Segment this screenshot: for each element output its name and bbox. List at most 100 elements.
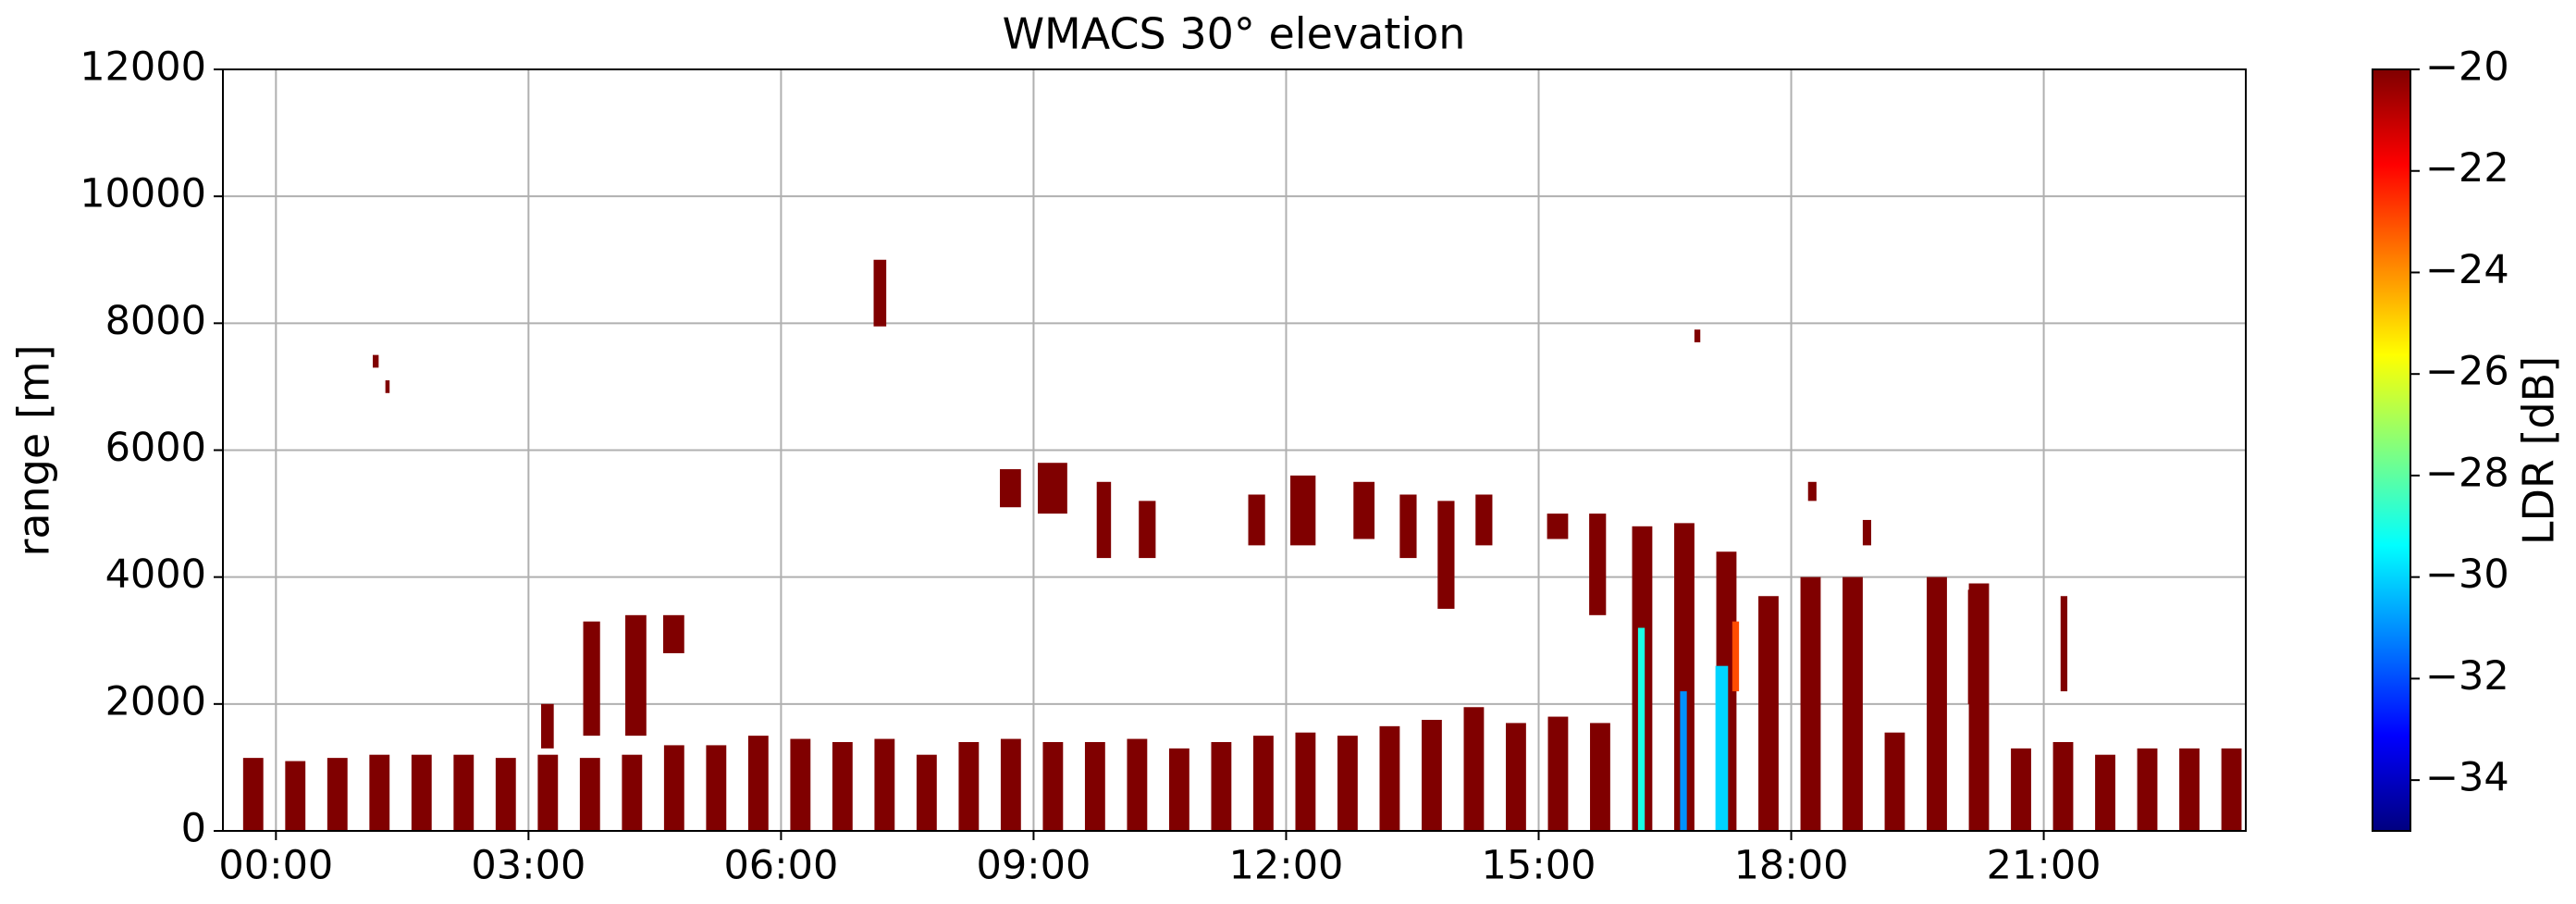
x-tick-label: 06:00: [723, 843, 838, 889]
echo: [1807, 481, 1817, 502]
echo: [2011, 748, 2031, 831]
echo: [1437, 501, 1455, 609]
colorbar-tick-label: −28: [2425, 450, 2509, 496]
echo: [2060, 596, 2068, 692]
echo: [1475, 494, 1493, 546]
echo: [1139, 501, 1156, 559]
echo: [2052, 741, 2074, 831]
x-tick-label: 15:00: [1482, 843, 1596, 889]
echo: [1927, 576, 1947, 831]
echo: [873, 259, 887, 327]
echo: [747, 736, 769, 831]
echo: [1168, 748, 1189, 831]
echo: [706, 745, 727, 831]
echo: [1694, 329, 1701, 342]
echo: [453, 754, 475, 831]
echo: [1084, 741, 1105, 831]
echo: [285, 761, 306, 831]
echo: [916, 754, 937, 831]
echo: [1674, 523, 1695, 831]
x-tick-label: 09:00: [976, 843, 1091, 889]
colorbar-tick-label: −30: [2425, 551, 2509, 598]
colorbar: [2372, 68, 2411, 832]
echo: [1680, 691, 1687, 831]
echo: [1337, 736, 1358, 831]
echo: [1353, 481, 1375, 539]
echo: [579, 758, 600, 831]
echo: [583, 621, 600, 737]
echo: [1000, 738, 1021, 831]
echo: [495, 758, 516, 831]
echo: [411, 754, 432, 831]
colorbar-label: LDR [dB]: [2514, 356, 2564, 545]
echo: [874, 738, 895, 831]
y-tick-label: 12000: [80, 44, 206, 91]
echo: [2179, 748, 2200, 831]
x-tick-label: 18:00: [1734, 843, 1849, 889]
echo: [1127, 738, 1148, 831]
colorbar-tick-label: −32: [2425, 653, 2509, 700]
echo: [373, 354, 379, 368]
echo: [1732, 621, 1740, 692]
y-tick-label: 10000: [80, 171, 206, 217]
echo: [1884, 732, 1905, 831]
echo: [2095, 754, 2115, 831]
echo: [385, 380, 390, 393]
echo: [1096, 481, 1112, 559]
echo: [1547, 514, 1569, 539]
y-tick-label: 6000: [105, 425, 206, 471]
echo: [327, 758, 348, 831]
echo-layer: [242, 259, 2242, 831]
echo: [625, 614, 647, 737]
echo: [1248, 494, 1265, 546]
echo: [1042, 741, 1064, 831]
echo: [790, 738, 811, 831]
echo: [1506, 723, 1526, 831]
echo: [1590, 723, 1610, 831]
y-tick-label: 0: [181, 806, 206, 852]
echo: [541, 703, 554, 749]
colorbar-tick-label: −24: [2425, 247, 2509, 293]
echo: [1547, 716, 1569, 831]
y-tick-label: 8000: [105, 298, 206, 344]
echo: [622, 754, 643, 831]
echo: [1862, 519, 1871, 546]
y-tick-label: 2000: [105, 678, 206, 724]
colorbar-tick-label: −22: [2425, 145, 2509, 192]
echo: [1463, 707, 1485, 831]
echo: [662, 614, 684, 653]
echo: [1037, 463, 1067, 514]
echo: [1967, 589, 1977, 704]
echo: [2137, 748, 2158, 831]
echo: [1637, 627, 1645, 831]
colorbar-tick-label: −20: [2425, 44, 2509, 91]
chart-title: WMACS 30° elevation: [1003, 9, 1466, 59]
echo: [1843, 576, 1863, 831]
y-axis-label: range [m]: [9, 344, 59, 556]
echo: [537, 754, 559, 831]
echo: [1422, 719, 1442, 831]
echo: [1758, 596, 1779, 831]
echo: [1211, 741, 1232, 831]
echo: [1589, 514, 1607, 615]
echo: [1800, 576, 1821, 831]
colorbar-tick-label: −26: [2425, 349, 2509, 395]
echo: [1290, 475, 1316, 546]
echo: [1715, 665, 1729, 831]
echo: [2221, 748, 2242, 831]
echo: [1000, 469, 1021, 508]
y-tick-label: 4000: [105, 551, 206, 598]
echo: [1379, 725, 1400, 831]
echo: [1399, 494, 1417, 559]
echo: [242, 758, 264, 831]
colorbar-tick-label: −34: [2425, 755, 2509, 801]
x-tick-label: 12:00: [1229, 843, 1344, 889]
echo: [958, 741, 980, 831]
echo: [1252, 736, 1274, 831]
echo: [832, 741, 853, 831]
echo: [663, 745, 684, 831]
echo: [369, 754, 390, 831]
echo: [1295, 732, 1316, 831]
